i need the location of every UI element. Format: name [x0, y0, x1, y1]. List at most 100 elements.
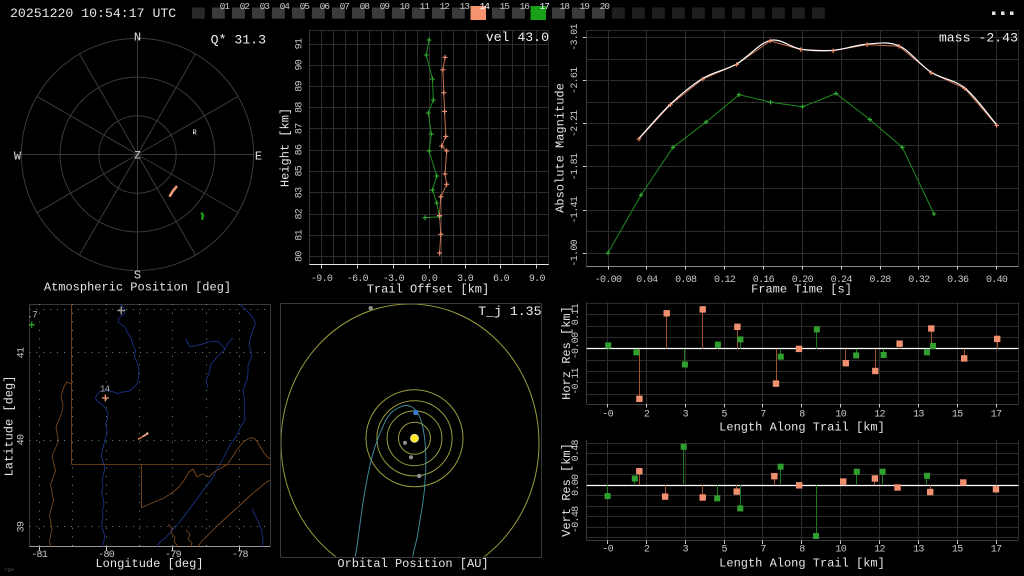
svg-text:0.16: 0.16	[753, 275, 775, 286]
svg-text:-3.01: -3.01	[570, 24, 581, 51]
svg-text:-0.00: -0.00	[571, 332, 582, 359]
svg-text:9.0: 9.0	[529, 274, 546, 285]
svg-text:Height [km]: Height [km]	[279, 108, 293, 187]
svg-text:0.11: 0.11	[571, 303, 582, 325]
svg-text:10: 10	[835, 545, 846, 556]
svg-text:39: 39	[17, 521, 28, 532]
svg-text:85: 85	[295, 165, 306, 176]
svg-text:Longitude [deg]: Longitude [deg]	[95, 557, 203, 571]
svg-text:13: 13	[460, 1, 471, 12]
svg-text:-80: -80	[98, 550, 115, 561]
svg-text:17: 17	[540, 1, 550, 12]
svg-text:10: 10	[835, 410, 846, 421]
svg-text:T_j 1.35: T_j 1.35	[478, 304, 541, 319]
svg-text:0.08: 0.08	[675, 275, 697, 286]
svg-text:20251220 10:54:17 UTC: 20251220 10:54:17 UTC	[10, 6, 176, 21]
svg-text:06: 06	[320, 1, 331, 12]
svg-text:rgw: rgw	[4, 566, 15, 573]
svg-text:Length Along Trail [km]: Length Along Trail [km]	[719, 557, 885, 571]
svg-text:0.04: 0.04	[636, 275, 658, 286]
svg-text:-0: -0	[602, 545, 613, 556]
svg-text:03: 03	[260, 1, 271, 12]
svg-text:N: N	[134, 31, 141, 45]
svg-text:05: 05	[300, 1, 311, 12]
svg-text:-0.00: -0.00	[595, 275, 622, 286]
svg-text:0.28: 0.28	[869, 275, 891, 286]
svg-text:0.12: 0.12	[714, 275, 736, 286]
svg-text:S: S	[134, 269, 141, 283]
svg-text:-0.11: -0.11	[571, 368, 582, 395]
svg-text:Z: Z	[134, 151, 141, 163]
svg-text:09: 09	[380, 1, 391, 12]
svg-text:7: 7	[760, 545, 766, 556]
svg-text:E: E	[255, 150, 262, 164]
svg-text:0.48: 0.48	[571, 440, 582, 462]
svg-text:81: 81	[295, 229, 306, 240]
svg-text:86: 86	[295, 144, 306, 155]
svg-text:12: 12	[874, 545, 885, 556]
svg-text:2: 2	[644, 410, 650, 421]
svg-text:R: R	[193, 130, 198, 138]
svg-text:0.00: 0.00	[571, 474, 582, 496]
svg-text:-0: -0	[602, 410, 613, 421]
svg-text:0.24: 0.24	[831, 275, 853, 286]
svg-text:01: 01	[220, 1, 231, 12]
svg-text:Vert Res [km]: Vert Res [km]	[560, 443, 574, 537]
svg-text:8: 8	[799, 410, 805, 421]
svg-text:2: 2	[644, 545, 650, 556]
svg-text:14: 14	[480, 1, 491, 12]
svg-text:6.0: 6.0	[493, 274, 510, 285]
svg-text:Atmospheric Position [deg]: Atmospheric Position [deg]	[44, 281, 231, 295]
svg-text:12: 12	[874, 410, 885, 421]
svg-text:3: 3	[683, 410, 689, 421]
svg-text:-1.81: -1.81	[570, 153, 581, 180]
svg-text:vel 43.0: vel 43.0	[486, 30, 549, 45]
svg-text:3: 3	[683, 545, 689, 556]
svg-text:-1.41: -1.41	[570, 196, 581, 223]
svg-text:10: 10	[400, 1, 411, 12]
svg-text:Q* 31.3: Q* 31.3	[211, 33, 266, 48]
svg-text:Horz Res [km]: Horz Res [km]	[560, 306, 574, 400]
svg-text:5: 5	[722, 410, 728, 421]
svg-text:80: 80	[295, 251, 306, 262]
svg-text:82: 82	[295, 208, 306, 219]
svg-text:15: 15	[500, 1, 511, 12]
svg-text:15: 15	[952, 410, 963, 421]
svg-text:W: W	[14, 150, 22, 164]
svg-text:17: 17	[991, 410, 1002, 421]
svg-text:0.36: 0.36	[947, 275, 969, 286]
svg-text:3.0: 3.0	[457, 274, 474, 285]
svg-text:-78: -78	[232, 550, 249, 561]
svg-text:8: 8	[799, 545, 805, 556]
svg-text:07: 07	[340, 1, 350, 12]
svg-text:7: 7	[760, 410, 766, 421]
svg-text:19: 19	[580, 1, 591, 12]
svg-text:83: 83	[295, 187, 306, 198]
svg-text:0.32: 0.32	[908, 275, 930, 286]
svg-text:13: 13	[913, 545, 924, 556]
svg-text:13: 13	[913, 410, 924, 421]
svg-text:-1.00: -1.00	[570, 239, 581, 266]
svg-text:mass -2.43: mass -2.43	[939, 31, 1018, 46]
svg-text:Latitude [deg]: Latitude [deg]	[3, 376, 17, 477]
svg-text:Frame Time [s]: Frame Time [s]	[751, 283, 852, 297]
svg-text:0.40: 0.40	[986, 275, 1008, 286]
svg-text:Orbital Position [AU]: Orbital Position [AU]	[337, 557, 488, 571]
svg-text:0.20: 0.20	[792, 275, 814, 286]
svg-text:-0.48: -0.48	[571, 506, 582, 533]
svg-text:.7: .7	[27, 311, 38, 322]
svg-text:02: 02	[240, 1, 251, 12]
svg-text:87: 87	[295, 123, 306, 134]
svg-text:90: 90	[295, 59, 306, 70]
svg-text:16: 16	[520, 1, 531, 12]
svg-text:40: 40	[17, 434, 28, 445]
svg-text:-3.0: -3.0	[383, 274, 405, 285]
svg-text:91: 91	[295, 38, 306, 49]
svg-text:20: 20	[600, 1, 611, 12]
svg-text:-9.0: -9.0	[311, 274, 333, 285]
svg-text:89: 89	[295, 80, 306, 91]
svg-text:15: 15	[952, 545, 963, 556]
svg-text:Absolute Magnitude: Absolute Magnitude	[554, 83, 568, 213]
svg-text:08: 08	[360, 1, 371, 12]
svg-text:88: 88	[295, 102, 306, 113]
